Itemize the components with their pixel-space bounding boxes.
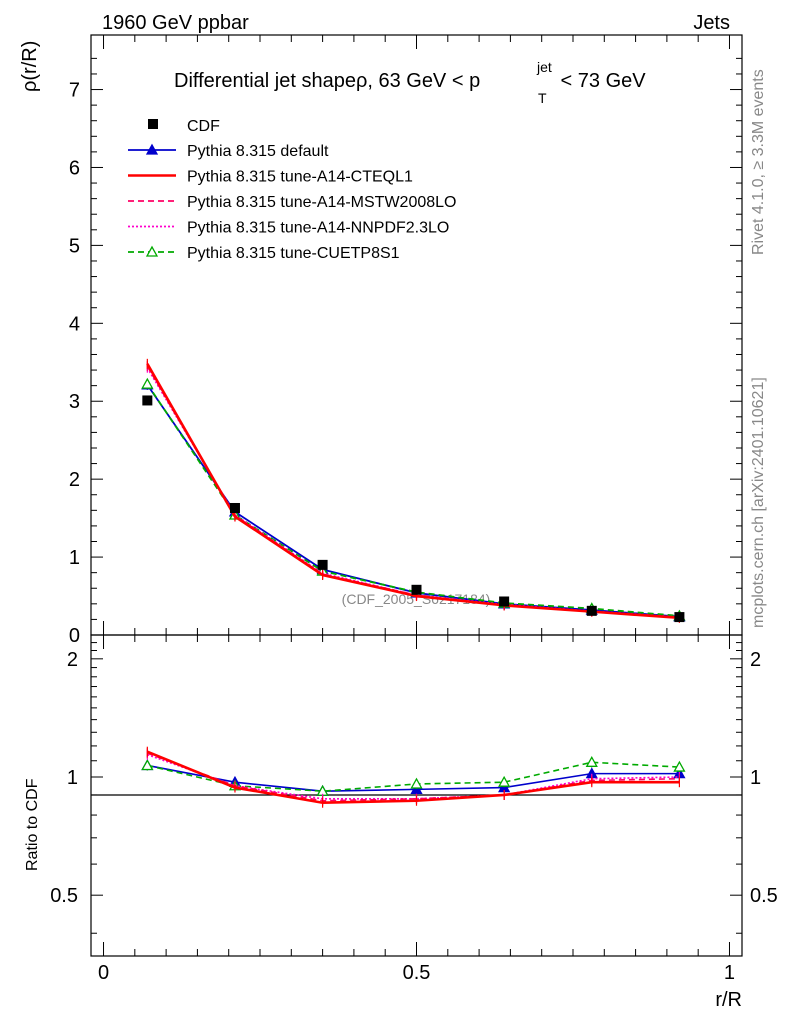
series-1-line (146, 363, 680, 620)
legend-label: CDF (187, 118, 220, 135)
title-sub: T (538, 90, 547, 106)
cdf-data-point (674, 612, 685, 623)
ratio-axis-ticks: 0 0.5 1 0.5 0.5 1 1 2 2 (50, 635, 778, 984)
legend-cdf-marker (148, 119, 158, 129)
header-left: 1960 GeV ppbar (102, 12, 249, 34)
cdf-data-point (229, 502, 240, 513)
header-right: Jets (693, 12, 730, 34)
x-axis-label: r/R (715, 989, 742, 1011)
cdf-data-point (142, 395, 153, 406)
legend-marker (145, 143, 159, 155)
y-tick-label: 5 (69, 235, 80, 257)
ratio-y-axis-label: Ratio to CDF (24, 778, 41, 871)
side-text-bottom: mcplots.cern.ch [arXiv:2401.10621] (750, 377, 767, 628)
y-tick-label: 6 (69, 157, 80, 179)
side-text-top: Rivet 4.1.0, ≥ 3.3M events (750, 69, 767, 255)
series-4-ratio-point (141, 759, 154, 771)
legend: CDF Pythia 8.315 default Pythia 8.315 tune… (128, 118, 456, 262)
series-4-ratio-point (410, 777, 423, 789)
cdf-data-point (411, 584, 422, 595)
series-2-line (146, 365, 680, 619)
y-tick-label: 4 (69, 313, 80, 335)
ratio-tick-label: 2 (750, 649, 761, 671)
title-sup: jet (536, 59, 552, 75)
ratio-tick-label: 1 (67, 767, 78, 789)
legend-label: Pythia 8.315 tune-A14-CTEQL1 (187, 169, 413, 186)
y-tick-label: 7 (69, 80, 80, 102)
legend-label: Pythia 8.315 tune-A14-MSTW2008LO (187, 194, 456, 211)
ratio-tick-label: 1 (750, 767, 761, 789)
series-4-ratio-point (673, 760, 686, 772)
y-tick-label: 3 (69, 391, 80, 413)
ratio-tick-label: 0.5 (50, 885, 78, 907)
x-tick-label: 1 (724, 962, 735, 984)
x-tick-label: 0.5 (403, 962, 431, 984)
cdf-data-point (586, 605, 597, 616)
title-tail: < 73 GeV (555, 70, 646, 92)
ratio-tick-label: 2 (67, 649, 78, 671)
legend-label: Pythia 8.315 tune-A14-NNPDF2.3LO (187, 220, 449, 237)
legend-label: Pythia 8.315 tune-CUETP8S1 (187, 245, 400, 262)
cdf-data-point (499, 596, 510, 607)
series-4-point (141, 377, 154, 389)
legend-label: Pythia 8.315 default (187, 143, 329, 160)
ratio-series-group (141, 746, 686, 808)
plot-title: Differential jet shapeρ, 63 GeV < p (174, 70, 480, 92)
main-axis-ticks: 0 1 2 3 4 5 6 7 (69, 35, 742, 647)
y-tick-label: 2 (69, 469, 80, 491)
y-tick-label: 0 (69, 625, 80, 647)
cdf-data-point (317, 559, 328, 570)
title-main: Differential jet shapeρ, 63 GeV < p (174, 70, 480, 92)
legend-marker (145, 245, 159, 257)
x-tick-label: 0 (98, 962, 109, 984)
y-tick-label: 1 (69, 547, 80, 569)
main-series-group (141, 358, 686, 623)
series-4-ratio-point (498, 775, 511, 787)
series-3-line (146, 367, 680, 619)
y-axis-label: ρ(r/R) (19, 41, 41, 92)
ratio-tick-label: 0.5 (750, 885, 778, 907)
series-4-ratio-point (585, 755, 598, 767)
